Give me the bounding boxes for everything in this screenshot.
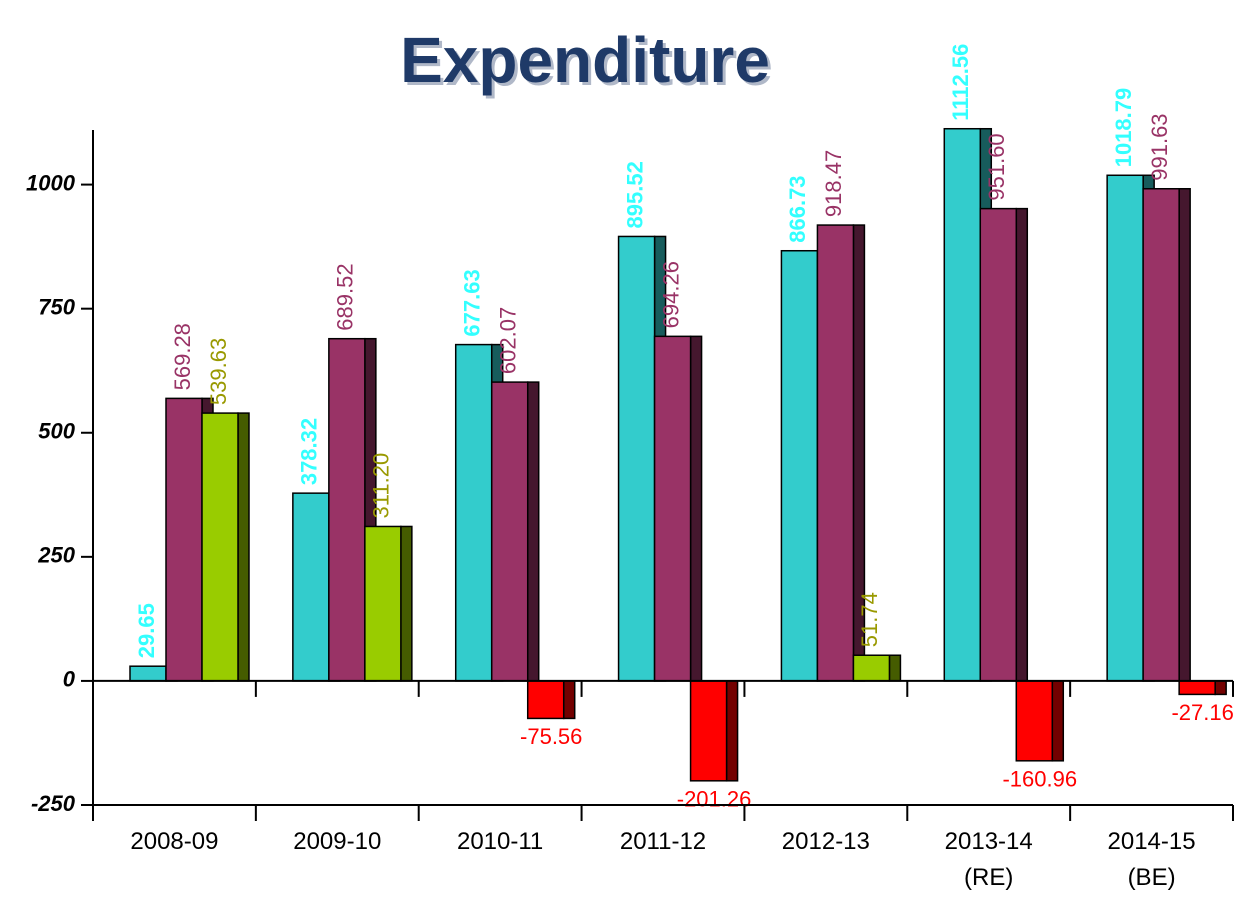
bar — [1142, 187, 1180, 682]
data-label: -27.16 — [1171, 700, 1233, 725]
bar-side — [725, 680, 739, 782]
data-label: 311.20 — [369, 453, 394, 519]
bar — [852, 654, 891, 682]
bar — [1106, 174, 1144, 682]
data-label: 895.52 — [622, 161, 647, 228]
bar — [454, 343, 493, 682]
x-tick-label: 2013-14 (RE) — [944, 828, 1033, 891]
data-label: 29.65 — [134, 603, 159, 658]
bar-side — [689, 335, 703, 682]
data-label: 602.07 — [496, 307, 521, 374]
bar-side — [1015, 207, 1029, 682]
bar-side — [562, 680, 576, 720]
bar — [328, 337, 366, 682]
bar-side — [1178, 187, 1191, 682]
bar — [364, 525, 402, 682]
chart-title: Expenditure — [400, 24, 770, 96]
bar — [526, 680, 565, 720]
data-label: 539.63 — [206, 338, 231, 405]
data-label: 569.28 — [170, 323, 195, 390]
bar — [490, 381, 529, 682]
x-tick-label: 2009-10 — [293, 828, 382, 855]
data-label: 378.32 — [297, 418, 322, 485]
x-tick-label: 2014-15 (BE) — [1107, 828, 1196, 891]
y-tick-label: -250 — [31, 791, 76, 816]
x-tick-label: 2011-12 — [619, 828, 707, 855]
bar-side — [237, 412, 250, 682]
data-label: -75.56 — [520, 724, 582, 749]
bar-side — [888, 654, 902, 682]
bar-side — [1214, 680, 1227, 696]
bar — [943, 127, 982, 682]
data-label: 866.73 — [785, 175, 810, 242]
data-label: 51.74 — [857, 592, 882, 647]
bar — [129, 665, 167, 682]
y-tick-label: 250 — [37, 543, 75, 568]
y-tick-label: 1000 — [26, 170, 76, 195]
bar — [780, 249, 819, 682]
data-label: 694.26 — [658, 261, 683, 328]
data-label: -201.26 — [677, 787, 752, 812]
data-label: 689.52 — [333, 263, 358, 330]
bar — [201, 412, 239, 682]
bar — [816, 224, 855, 682]
bar — [1178, 680, 1216, 696]
data-label: 1112.56 — [948, 44, 973, 121]
bar — [689, 680, 728, 782]
bar — [979, 207, 1018, 682]
bar — [165, 397, 203, 682]
bar-side — [1051, 680, 1065, 762]
data-label: -160.96 — [1002, 767, 1077, 792]
x-tick-label: 2012-13 — [781, 828, 870, 855]
y-tick-label: 500 — [38, 419, 75, 444]
bar — [617, 235, 656, 682]
bar-side — [526, 381, 540, 682]
bar — [292, 492, 330, 682]
data-label: 918.47 — [821, 150, 846, 217]
x-tick-label: 2010-11 — [456, 828, 544, 855]
data-label: 677.63 — [460, 269, 485, 336]
data-label: 991.63 — [1147, 113, 1172, 180]
bar — [653, 335, 692, 682]
bar — [1015, 680, 1054, 762]
y-tick-label: 0 — [63, 667, 76, 692]
data-label: 951.60 — [984, 133, 1009, 200]
data-label: 1018.79 — [1111, 88, 1136, 168]
x-tick-label: 2008-09 — [130, 828, 219, 855]
y-tick-label: 750 — [38, 294, 75, 319]
bar-side — [400, 525, 413, 682]
